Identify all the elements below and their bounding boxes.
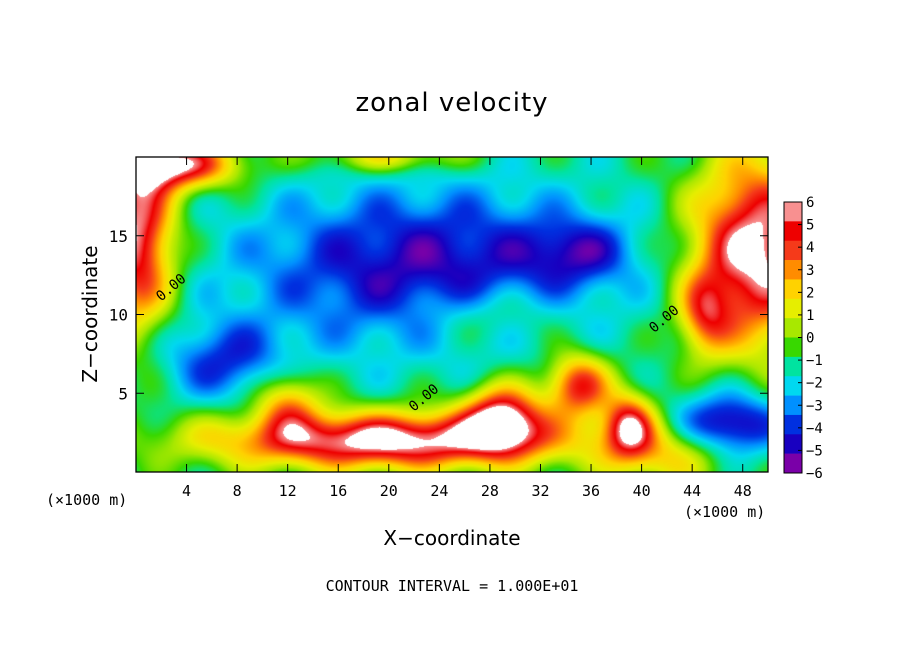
colorbar-tick-label: 6: [806, 195, 814, 211]
colorbar-tick-label: −6: [806, 466, 823, 482]
x-tick-label: 12: [279, 482, 297, 500]
y-tick-label: 15: [109, 227, 128, 246]
x-tick-label: 36: [582, 482, 600, 500]
heatmap-field: [136, 157, 768, 472]
colorbar-swatch: [784, 376, 802, 396]
colorbar-tick-label: 1: [806, 308, 814, 324]
colorbar-swatch: [784, 298, 802, 319]
x-unit-label-right: (×1000 m): [684, 503, 766, 521]
colorbar-swatch: [784, 414, 802, 435]
x-tick-label: 48: [734, 482, 752, 500]
x-tick-label: 4: [182, 482, 191, 500]
colorbar-swatch: [784, 202, 802, 222]
x-tick-label: 32: [531, 482, 549, 500]
colorbar-swatch: [784, 337, 802, 358]
x-unit-label-left: (×1000 m): [46, 491, 128, 509]
colorbar-swatch: [784, 221, 802, 242]
x-axis-label: X−coordinate: [383, 526, 521, 550]
colorbar-tick-label: 0: [806, 331, 814, 347]
colorbar-swatch: [784, 453, 802, 474]
colorbar-swatch: [784, 318, 802, 338]
colorbar-tick-label: −3: [806, 398, 823, 414]
x-tick-label: 16: [329, 482, 347, 500]
x-tick-label: 44: [683, 482, 701, 500]
x-tick-label: 24: [430, 482, 448, 500]
colorbar-tick-label: 5: [806, 218, 814, 234]
contour-interval-note: CONTOUR INTERVAL = 1.000E+01: [325, 577, 579, 595]
colorbar-tick-label: −5: [806, 443, 823, 459]
colorbar-tick-label: −2: [806, 376, 823, 392]
colorbar-swatch: [784, 434, 802, 454]
x-tick-label: 40: [633, 482, 651, 500]
colorbar-swatch: [784, 240, 802, 261]
y-axis-label: Z−coordinate: [78, 245, 102, 383]
chart-title: zonal velocity: [355, 88, 549, 118]
colorbar-swatch: [784, 356, 802, 377]
x-tick-label: 28: [481, 482, 499, 500]
y-tick-label: 5: [118, 384, 128, 403]
y-tick-label: 10: [109, 306, 128, 325]
colorbar-swatch: [784, 279, 802, 300]
x-tick-label: 20: [380, 482, 398, 500]
colorbar-swatch: [784, 395, 802, 416]
x-tick-label: 8: [233, 482, 242, 500]
colorbar-tick-label: 3: [806, 263, 814, 279]
colorbar-tick-label: −1: [806, 353, 823, 369]
colorbar-tick-label: −4: [806, 421, 823, 437]
colorbar-tick-label: 4: [806, 240, 814, 256]
colorbar-swatch: [784, 260, 802, 280]
colorbar-tick-label: 2: [806, 285, 814, 301]
